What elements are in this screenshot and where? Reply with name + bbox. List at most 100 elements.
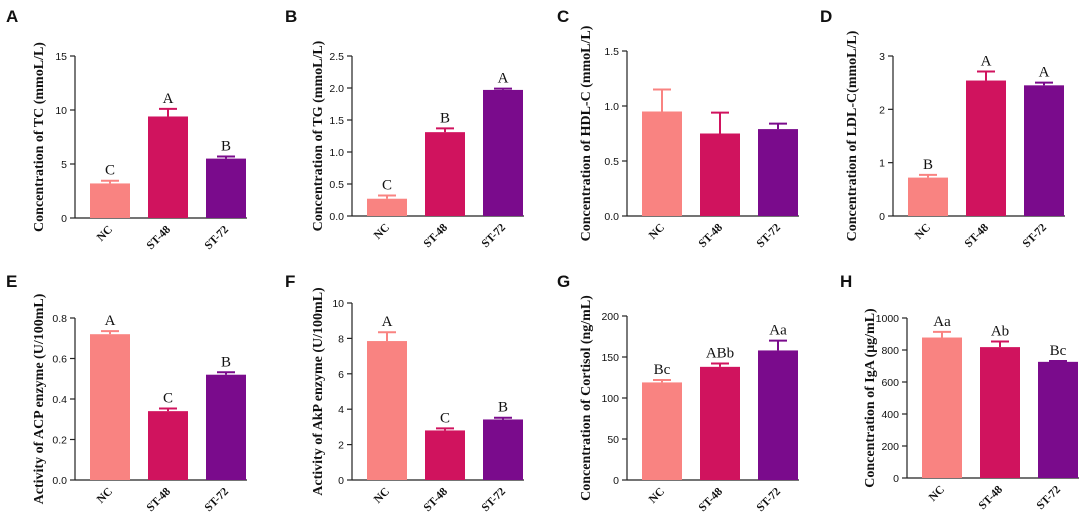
y-tick-label: 5 [61,159,67,171]
y-tick-label: 4 [338,404,344,416]
y-tick-label: 2.0 [329,83,344,95]
significance-label: Ab [991,324,1009,340]
significance-label: A [498,71,509,87]
panel-F: F Activity of AkP enzyme (U/100mL) 0 2 4 6 8 10… [285,272,524,514]
bar-st-48 [425,132,465,216]
y-tick-label: 1.0 [604,101,619,113]
y-tick-label: 0 [879,211,885,223]
y-tick-label: 400 [881,409,899,421]
bar-st-72 [1024,85,1064,216]
y-tick-label: 0 [338,475,344,487]
y-tick-label: 0.2 [52,435,67,447]
y-tick-label: 0.4 [52,394,67,406]
bar-nc [922,337,962,478]
bar-nc [642,111,682,216]
y-axis-label: Concentration of LDL-C(mmoL/L) [845,30,860,241]
significance-label: B [221,138,231,154]
panel-E: E Activity of ACP enzyme (U/100mL) 0.0 0.2 0… [6,272,247,514]
bar-nc [90,183,130,218]
x-tick-label: ST-48 [422,221,451,250]
x-tick-label: ST-48 [977,483,1006,512]
x-tick-label: ST-72 [755,485,784,514]
significance-label: A [981,53,992,69]
significance-label: A [382,314,393,330]
y-tick-label: 6 [338,369,344,381]
x-tick-label: ST-48 [145,485,174,514]
significance-label: B [923,157,933,173]
panel-letter: A [6,7,18,26]
panel-letter: G [557,272,570,291]
x-tick-label: ST-72 [755,221,784,250]
bar-st-72 [758,129,798,216]
y-tick-label: 150 [601,352,619,364]
y-tick-label: 0.5 [329,179,344,191]
y-tick-label: 200 [881,441,899,453]
x-tick-label: NC [95,486,115,506]
panel-D: D Concentration of LDL-C(mmoL/L) 0 1 2 3 B NC A S… [820,7,1065,250]
y-tick-label: 0.0 [52,475,67,487]
y-tick-label: 0 [61,213,67,225]
panel-letter: E [6,272,17,291]
significance-label: A [105,313,116,329]
y-axis-label: Activity of ACP enzyme (U/100mL) [32,293,47,504]
x-tick-label: ST-72 [480,485,509,514]
y-tick-label: 1 [879,158,885,170]
x-tick-label: ST-48 [697,221,726,250]
y-axis-label: Concentration of TC (mmoL/L) [32,42,47,232]
panel-letter: H [840,272,852,291]
y-tick-label: 0.6 [52,354,67,366]
x-tick-label: NC [927,484,947,504]
panel-G: G Concentration of Cortisol (ng/mL) 0 50 100… [557,272,799,514]
x-tick-label: NC [372,486,392,506]
significance-label: Bc [1050,343,1067,359]
x-tick-label: NC [372,222,392,242]
bar-st-72 [483,419,523,480]
x-tick-label: ST-48 [697,485,726,514]
y-tick-label: 200 [601,311,619,323]
bar-st-48 [700,133,740,216]
significance-label: ABb [706,346,734,362]
bar-st-48 [148,116,188,218]
bar-st-72 [758,350,798,480]
x-tick-label: ST-72 [203,485,232,514]
panel-C: C Concentration of HDL-C (mmoL/L) 0.0 0.5 1.… [557,7,799,250]
y-tick-label: 10 [332,298,344,310]
bar-st-48 [980,347,1020,478]
y-axis-label: Concentration of HDL-C (mmoL/L) [579,25,594,241]
y-tick-label: 1.0 [329,147,344,159]
y-tick-label: 800 [881,345,899,357]
panel-letter: F [285,272,295,291]
significance-label: C [440,410,450,426]
significance-label: B [221,354,231,370]
bar-st-48 [148,411,188,480]
significance-label: C [105,163,115,179]
x-tick-label: ST-48 [145,223,174,252]
x-tick-label: ST-72 [1021,221,1050,250]
bar-st-72 [1038,361,1078,478]
bar-st-72 [206,374,246,480]
bar-nc [642,382,682,480]
significance-label: C [163,391,173,407]
x-tick-label: ST-72 [1035,483,1064,512]
x-tick-label: NC [913,222,933,242]
y-tick-label: 100 [601,393,619,405]
y-tick-label: 3 [879,51,885,63]
bar-st-48 [425,430,465,480]
x-tick-label: NC [647,222,667,242]
y-tick-label: 8 [338,333,344,345]
y-tick-label: 1.5 [329,115,344,127]
significance-label: Aa [769,323,787,339]
y-tick-label: 15 [55,51,67,63]
x-tick-label: ST-72 [480,221,509,250]
significance-label: A [1039,65,1050,81]
x-tick-label: NC [95,224,115,244]
panel-A: A Concentration of TC (mmoL/L) 0 5 10 15 C NC A S… [6,7,247,252]
bar-st-48 [966,80,1006,217]
bar-nc [367,341,407,480]
x-tick-label: ST-72 [203,223,232,252]
y-axis-label: Activity of AkP enzyme (U/100mL) [311,287,326,496]
panel-H: H Concentration of IgA (μg/mL) 0 200 400 600 8… [840,272,1079,512]
significance-label: Bc [654,362,671,378]
bar-nc [90,334,130,480]
